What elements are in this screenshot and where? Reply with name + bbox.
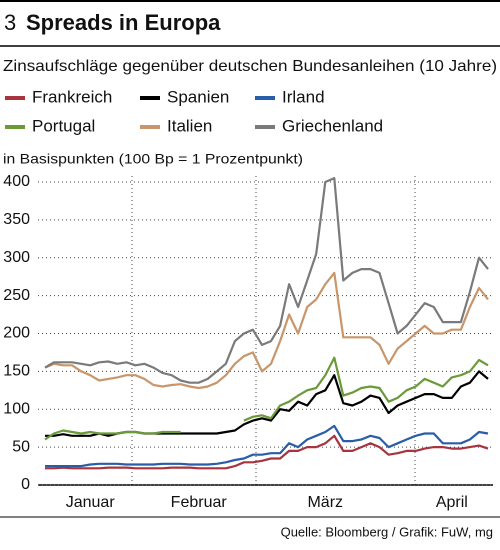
x-tick-label: März	[307, 494, 343, 511]
legend-label: Spanien	[167, 87, 229, 106]
y-tick-label: 400	[3, 173, 30, 190]
y-tick-label: 300	[3, 249, 30, 266]
source: Quelle: Bloomberg / Grafik: FuW, mg	[281, 524, 493, 539]
series-line	[44, 271, 489, 390]
x-tick-label: April	[436, 494, 468, 511]
y-tick-label: 150	[3, 363, 30, 380]
y-tick-label: 350	[3, 211, 30, 228]
subtitle: Zinsaufschläge gegenüber deutschen Bunde…	[3, 58, 497, 75]
series-line	[44, 356, 489, 441]
series-line	[44, 177, 489, 384]
x-tick-label: Januar	[66, 494, 116, 511]
legend-label: Italien	[167, 116, 212, 135]
series-line	[45, 424, 489, 468]
legend-label: Griechenland	[282, 116, 383, 135]
y-axis-label: in Basispunkten (100 Bp = 1 Prozentpunkt…	[3, 151, 303, 167]
legend-label: Portugal	[32, 116, 95, 135]
legend-label: Irland	[282, 87, 325, 106]
y-tick-label: 0	[21, 476, 30, 493]
y-tick-label: 250	[3, 287, 30, 304]
y-tick-label: 200	[3, 325, 30, 342]
chart-number: 3	[4, 10, 16, 35]
y-tick-label: 100	[3, 400, 30, 417]
legend-label: Frankreich	[32, 87, 112, 106]
y-tick-label: 50	[12, 438, 30, 455]
x-tick-label: Februar	[171, 494, 228, 511]
series-line	[45, 434, 489, 470]
chart-title: Spreads in Europa	[26, 10, 221, 35]
